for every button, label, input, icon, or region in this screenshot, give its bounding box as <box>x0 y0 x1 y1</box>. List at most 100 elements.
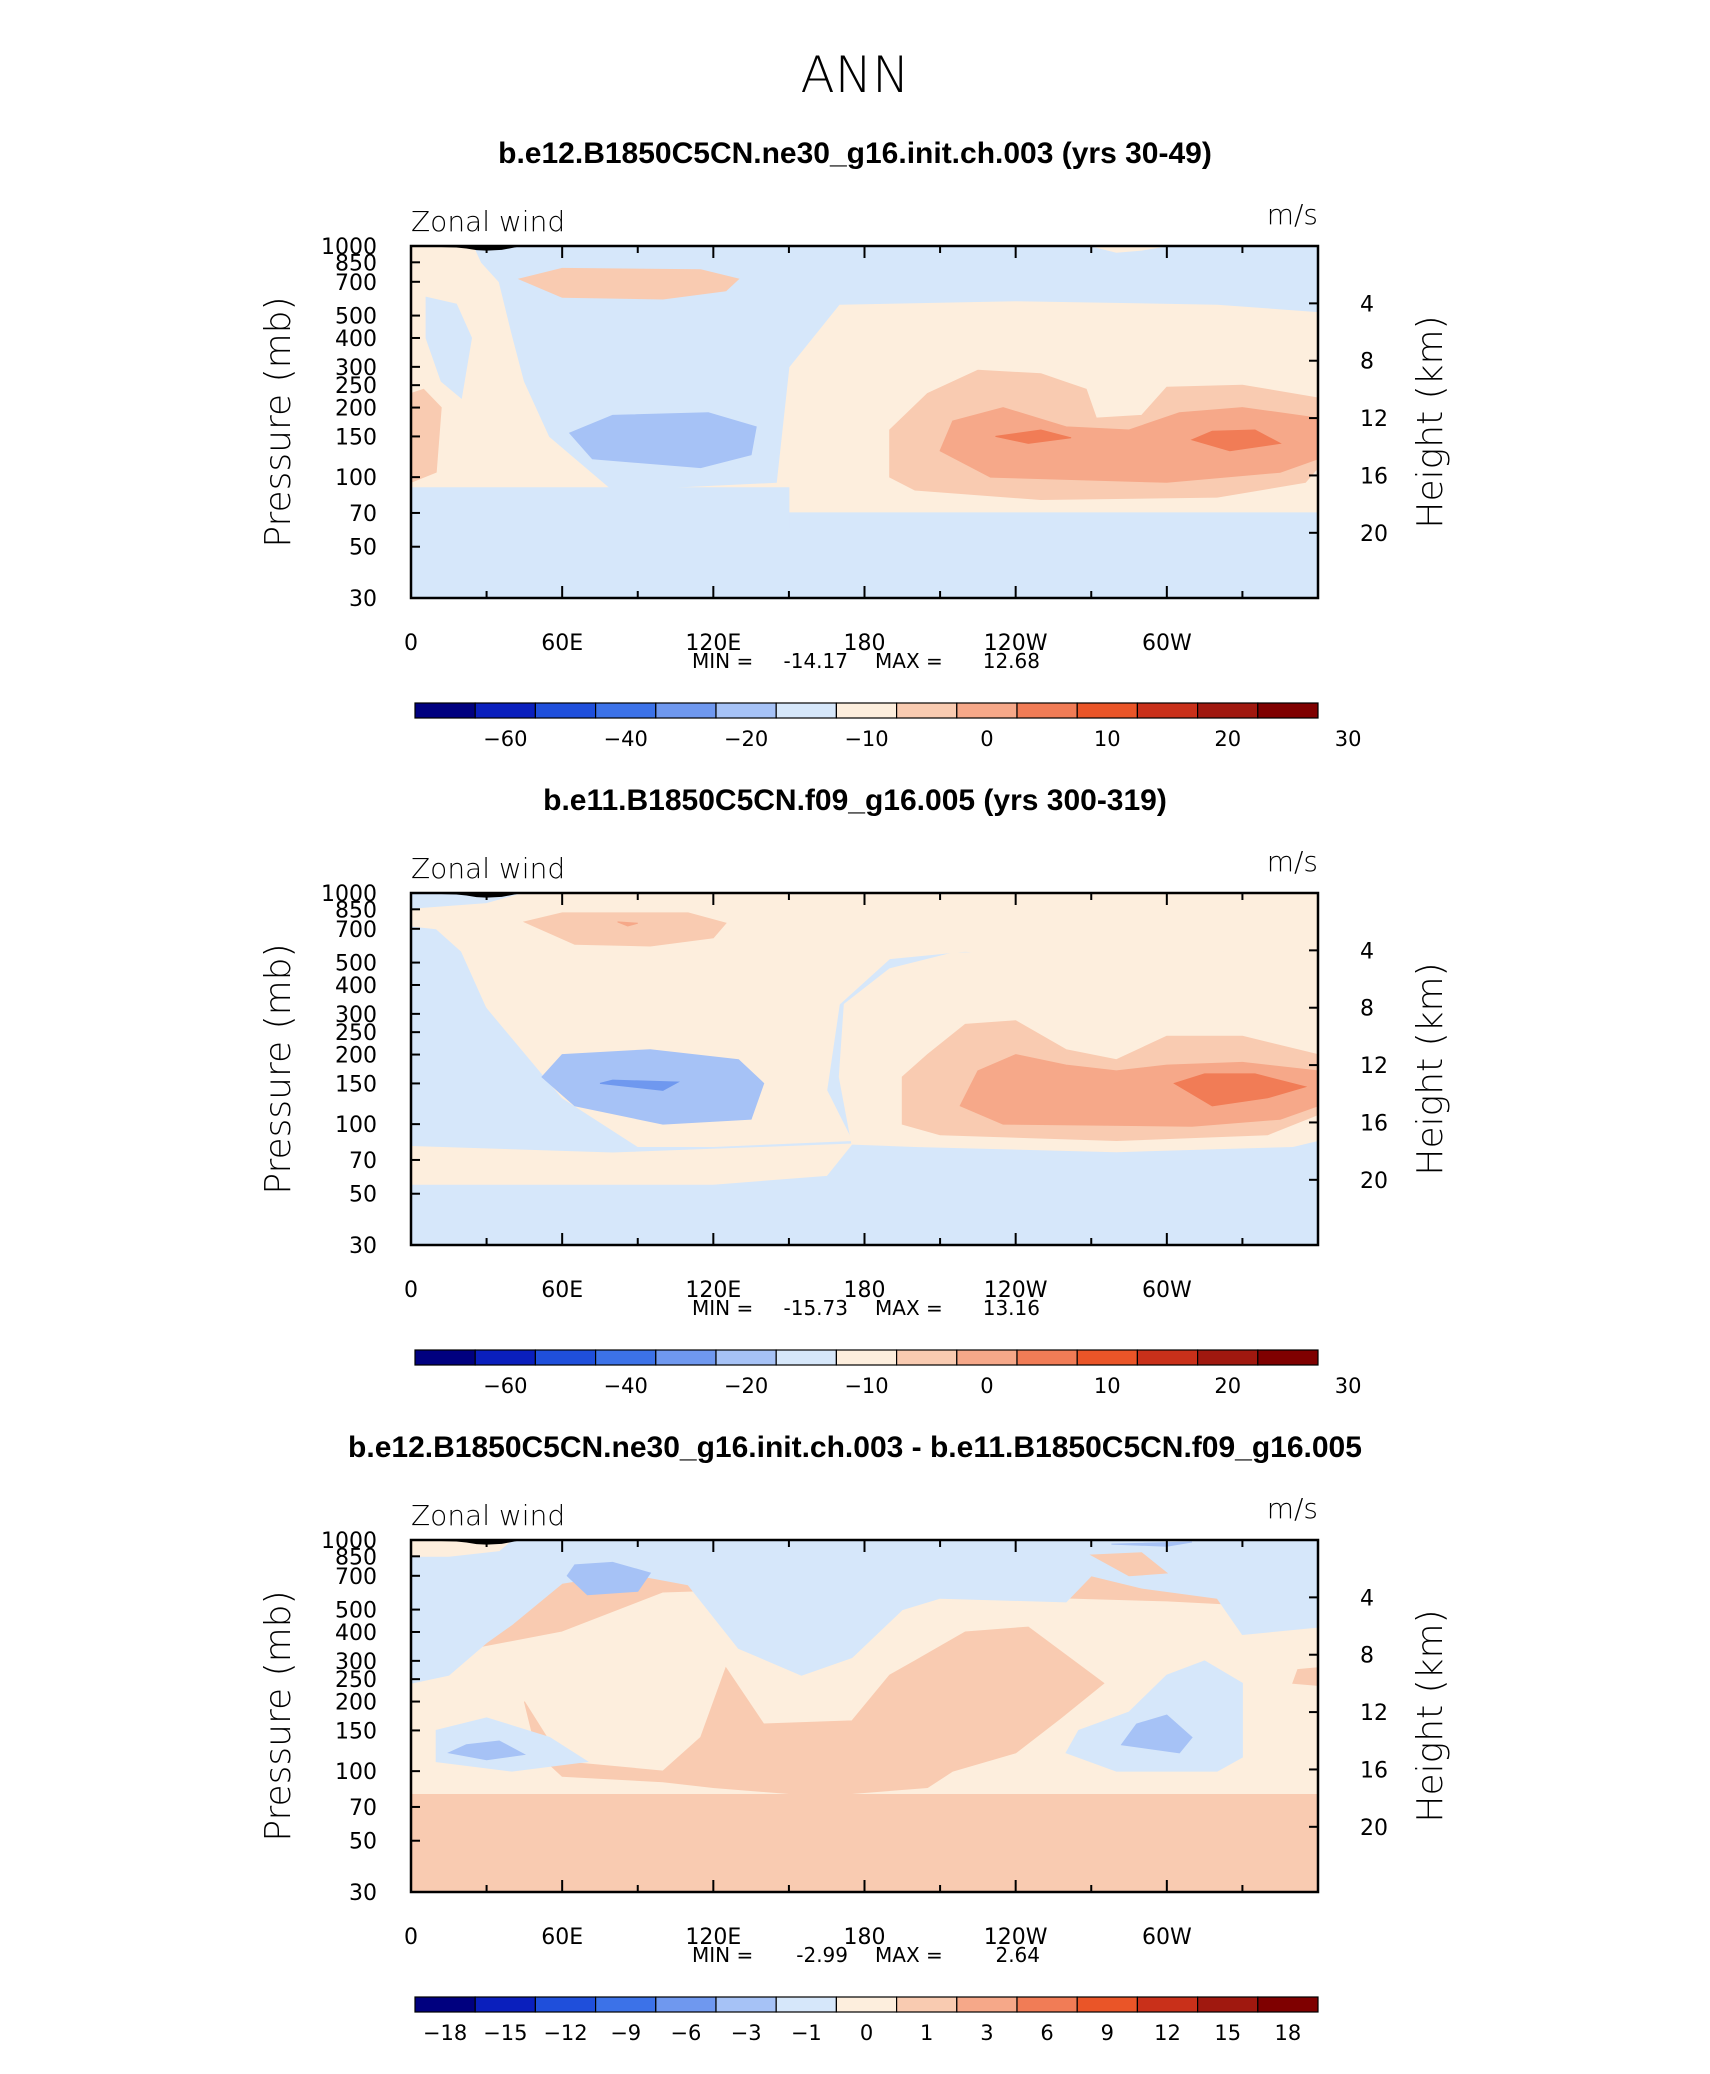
contour-region <box>1111 1541 1193 1547</box>
pressure-tick-label: 250 <box>335 374 377 399</box>
max-label: MAX = <box>875 1943 943 1967</box>
contour-region <box>1091 246 1167 253</box>
colorbar-label: −40 <box>604 727 648 751</box>
colorbar-label: −20 <box>724 727 768 751</box>
colorbar-label: −10 <box>844 727 888 751</box>
contour-region <box>425 296 473 399</box>
chart-panel: b.e12.B1850C5CN.ne30_g16.init.ch.003 - b… <box>258 1431 1451 2045</box>
pressure-tick-label: 30 <box>349 587 377 612</box>
contour-region <box>617 921 638 927</box>
max-value: 2.64 <box>995 1943 1040 1967</box>
contour-region <box>411 1143 853 1185</box>
colorbar-swatch <box>655 1996 717 2013</box>
colorbar-swatch <box>1257 1349 1319 1366</box>
colorbar-label: 0 <box>860 2021 873 2045</box>
lon-tick-label: 120E <box>685 1925 741 1950</box>
chart-title: b.e12.B1850C5CN.ne30_g16.init.ch.003 - b… <box>348 1431 1362 1464</box>
height-tick-label: 16 <box>1360 1758 1388 1783</box>
units-label: m/s <box>1267 845 1318 878</box>
pressure-tick-label: 700 <box>335 1565 377 1590</box>
contour-region <box>447 1740 526 1761</box>
pressure-tick-label: 700 <box>335 918 377 943</box>
height-tick-label: 12 <box>1360 407 1388 432</box>
pressure-tick-label: 850 <box>335 251 377 276</box>
pressure-tick-label: 150 <box>335 425 377 450</box>
colorbar-swatch <box>835 1996 898 2013</box>
colorbar-swatch <box>534 1349 597 1366</box>
colorbar-label: 12 <box>1154 2021 1181 2045</box>
colorbar-swatch <box>1076 1349 1138 1366</box>
contour-region <box>1292 1667 1318 1686</box>
lon-tick-label: 60W <box>1142 631 1192 656</box>
pressure-tick-label: 200 <box>335 1691 377 1716</box>
colorbar-label: −20 <box>724 1374 768 1398</box>
colorbar-label: −60 <box>483 727 527 751</box>
min-label: MIN = <box>692 649 753 673</box>
height-tick-label: 12 <box>1360 1701 1388 1726</box>
height-tick-label: 4 <box>1360 292 1374 317</box>
height-tick-label: 8 <box>1360 997 1374 1022</box>
colorbar-swatch <box>835 1349 898 1366</box>
height-tick-label: 20 <box>1360 1816 1388 1841</box>
pressure-tick-label: 100 <box>335 466 377 491</box>
contour-field <box>411 1540 1318 1892</box>
contour-region <box>566 1561 652 1596</box>
contour-region <box>1089 1552 1169 1577</box>
contour-region <box>939 407 1318 483</box>
chart-panel: b.e12.B1850C5CN.ne30_g16.init.ch.003 (yr… <box>258 137 1451 751</box>
pressure-tick-label: 300 <box>335 1650 377 1675</box>
pressure-tick-label: 500 <box>335 952 377 977</box>
pressure-tick-label: 400 <box>335 1621 377 1646</box>
colorbar-swatch <box>835 702 898 719</box>
colorbar-label: 30 <box>1335 1374 1362 1398</box>
colorbar-label: −60 <box>483 1374 527 1398</box>
lon-tick-label: 180 <box>844 631 886 656</box>
colorbar-swatch <box>1016 1996 1078 2013</box>
min-label: MIN = <box>692 1943 753 1967</box>
height-tick-label: 4 <box>1360 1586 1374 1611</box>
colorbar-swatch <box>594 1349 657 1366</box>
contour-region <box>1120 1714 1193 1754</box>
pressure-tick-label: 70 <box>349 1796 377 1821</box>
height-tick-label: 20 <box>1360 1169 1388 1194</box>
lon-tick-label: 180 <box>844 1278 886 1303</box>
pressure-tick-label: 400 <box>335 327 377 352</box>
height-axis-label: Height (km) <box>1410 962 1451 1175</box>
contour-region <box>599 1079 680 1091</box>
units-label: m/s <box>1267 198 1318 231</box>
lon-tick-label: 120E <box>685 1278 741 1303</box>
contour-region <box>568 412 757 469</box>
height-tick-label: 16 <box>1360 464 1388 489</box>
colorbar-swatch <box>1136 702 1199 719</box>
colorbar-label: −6 <box>670 2021 701 2045</box>
colorbar-swatch <box>534 702 597 719</box>
colorbar-label: −15 <box>483 2021 527 2045</box>
colorbar-swatch <box>414 1996 476 2013</box>
colorbar-swatch <box>594 702 657 719</box>
lon-tick-label: 0 <box>404 1278 418 1303</box>
pressure-tick-label: 700 <box>335 271 377 296</box>
contour-region <box>411 1540 1318 1684</box>
lon-tick-label: 60W <box>1142 1925 1192 1950</box>
units-label: m/s <box>1267 1492 1318 1525</box>
lon-tick-label: 0 <box>404 1925 418 1950</box>
colorbar-label: 20 <box>1214 1374 1241 1398</box>
pressure-tick-label: 50 <box>349 536 377 561</box>
pressure-tick-label: 250 <box>335 1021 377 1046</box>
pressure-tick-label: 1000 <box>321 882 377 907</box>
pressure-tick-label: 300 <box>335 356 377 381</box>
colorbar-swatch <box>1257 702 1319 719</box>
colorbar-label: 3 <box>980 2021 993 2045</box>
chart-panel: b.e11.B1850C5CN.f09_g16.005 (yrs 300-319… <box>258 784 1451 1398</box>
lon-tick-label: 120W <box>984 1278 1048 1303</box>
pressure-tick-label: 500 <box>335 305 377 330</box>
colorbar-swatch <box>474 1996 537 2013</box>
colorbar-swatch <box>655 1349 717 1366</box>
max-value: 13.16 <box>983 1296 1040 1320</box>
colorbar-label: −9 <box>610 2021 641 2045</box>
colorbar-swatch <box>1196 1996 1259 2013</box>
pressure-tick-label: 1000 <box>321 1529 377 1554</box>
lon-tick-label: 60E <box>541 1278 583 1303</box>
colorbar-swatch <box>1016 1349 1078 1366</box>
colorbar-swatch <box>534 1996 597 2013</box>
